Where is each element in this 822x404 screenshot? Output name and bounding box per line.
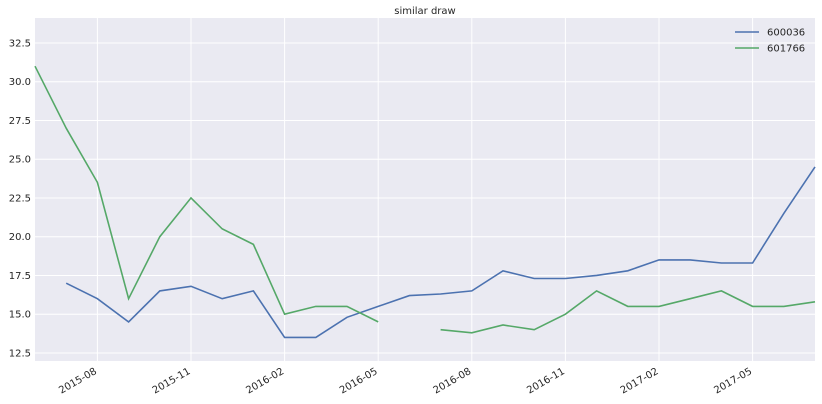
y-tick-label: 20.0	[9, 232, 31, 243]
x-tick-label: 2016-05	[338, 366, 380, 396]
line	[34, 65, 816, 334]
legend-label: 600036	[767, 28, 805, 39]
x-tick-label: 2015-08	[57, 366, 99, 396]
y-tick-label: 25.0	[9, 155, 31, 166]
chart-title: similar draw	[394, 6, 455, 17]
x-tick-label: 2017-02	[619, 366, 661, 396]
legend-label: 601766	[767, 44, 805, 55]
x-tick-label: 2015-11	[151, 366, 193, 396]
y-tick-label: 30.0	[9, 77, 31, 88]
y-tick-label: 17.5	[9, 271, 31, 282]
x-tick-label: 2016-08	[432, 366, 474, 396]
y-tick-label: 22.5	[9, 193, 31, 204]
y-tick-label: 27.5	[9, 116, 31, 127]
x-tick-label: 2016-02	[244, 366, 286, 396]
x-tick-label: 2016-11	[525, 366, 567, 396]
y-tick-label: 12.5	[9, 348, 31, 359]
x-tick-label: 2017-05	[712, 366, 754, 396]
plot-area	[35, 18, 815, 361]
line	[65, 166, 816, 339]
y-tick-label: 32.5	[9, 38, 31, 49]
y-tick-label: 15.0	[9, 310, 31, 321]
